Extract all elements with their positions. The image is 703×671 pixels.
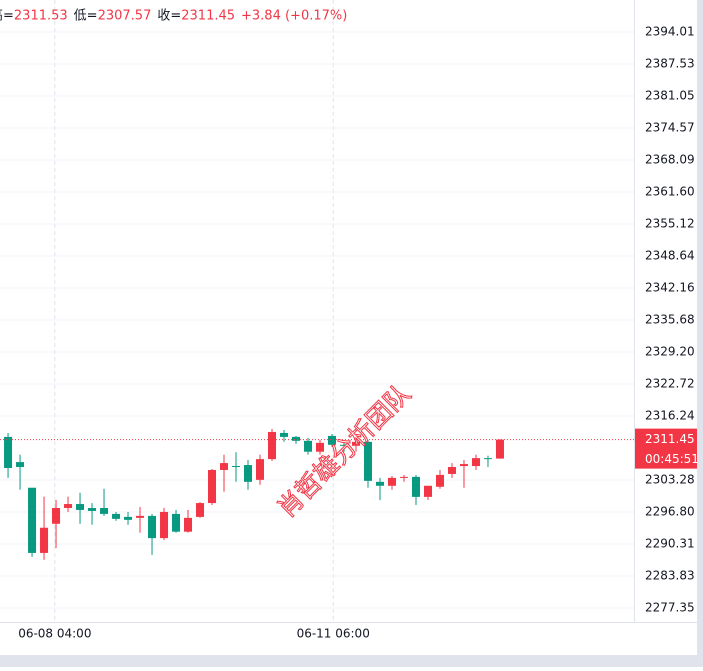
candle-body (40, 527, 49, 553)
candle-body (196, 503, 205, 517)
y-tick-label: 2348.64 (645, 248, 695, 262)
header-text: 低= (74, 9, 98, 24)
y-tick-label: 2277.35 (645, 600, 695, 614)
candle-body (52, 507, 61, 524)
last-price-label: 2311.45 (645, 432, 695, 446)
candle-body (399, 476, 408, 478)
candle-body (64, 504, 73, 508)
candle-body (268, 431, 277, 460)
y-tick-label: 2387.53 (645, 56, 695, 70)
candle-body (112, 513, 121, 519)
candle-body (315, 442, 324, 452)
candle-body (327, 435, 336, 445)
header: 高=2311.53 低=2307.57 收=2311.45 +3.84 (+0.17%… (0, 8, 347, 24)
y-tick-label: 2368.09 (645, 152, 695, 166)
candle-body (172, 513, 181, 532)
candle-body (208, 469, 217, 504)
candle-body (375, 481, 384, 486)
candle-body (256, 459, 265, 480)
candle-body (363, 441, 372, 481)
y-tick-label: 2322.72 (645, 376, 695, 390)
y-tick-label: 2361.60 (645, 185, 695, 199)
x-tick-label: 06-08 04:00 (18, 627, 91, 641)
candle-body (292, 436, 301, 441)
y-tick-label: 2283.83 (645, 568, 695, 582)
y-tick-label: 2335.68 (645, 312, 695, 326)
candle-body (471, 458, 480, 467)
candle-body (459, 464, 468, 467)
x-tick-label: 06-11 06:00 (297, 627, 370, 641)
candle-body (339, 444, 348, 446)
bottom-border (0, 655, 703, 667)
y-tick-label: 2342.16 (645, 280, 695, 294)
last-price-box (635, 428, 697, 469)
candle-body (124, 516, 133, 520)
y-tick-label: 2381.05 (645, 88, 695, 102)
header-text: 收= (157, 9, 181, 24)
candle-body (280, 432, 289, 437)
y-tick-label: 2296.80 (645, 504, 695, 518)
candle-body (244, 465, 253, 482)
y-tick-label: 2290.31 (645, 536, 695, 550)
right-border (697, 0, 703, 655)
y-tick-label: 2355.12 (645, 217, 695, 231)
y-tick-label: 2374.57 (645, 120, 695, 134)
candle-body (447, 467, 456, 474)
candle-body (100, 507, 109, 514)
candle-body (136, 515, 145, 518)
header-text: 2311.53 (14, 9, 68, 24)
candle-body (184, 517, 193, 532)
header-text: 高= (0, 8, 14, 24)
candle-body (16, 462, 25, 468)
candle-body (232, 466, 241, 468)
header-text: +3.84 (+0.17%) (241, 9, 347, 24)
candle-body (435, 474, 444, 487)
candles (0, 429, 634, 560)
candle-body (304, 440, 313, 452)
candle-body (495, 439, 504, 459)
header-text: 2307.57 (98, 9, 152, 24)
candle-body (387, 477, 396, 486)
candle-body (76, 504, 85, 510)
y-tick-label: 2329.20 (645, 344, 695, 358)
countdown-label: 00:45:51 (645, 452, 699, 466)
candle-body (220, 463, 229, 470)
candle-body (411, 476, 420, 497)
candle-body (148, 515, 157, 539)
candle-body (28, 487, 37, 553)
y-tick-label: 2303.28 (645, 472, 695, 486)
y-tick-label: 2316.24 (645, 408, 695, 422)
grid (0, 0, 634, 622)
candle-body (351, 441, 360, 446)
candle-body (483, 458, 492, 460)
candle-body (88, 507, 97, 511)
header-text: 2311.45 (181, 9, 235, 24)
labels: 2394.01 2387.53 2381.05 2374.57 2368.09 2361.… (18, 24, 699, 640)
candle-body (4, 436, 13, 469)
candle-body (160, 511, 169, 539)
candle-body (423, 485, 432, 497)
y-tick-label: 2394.01 (645, 24, 695, 38)
